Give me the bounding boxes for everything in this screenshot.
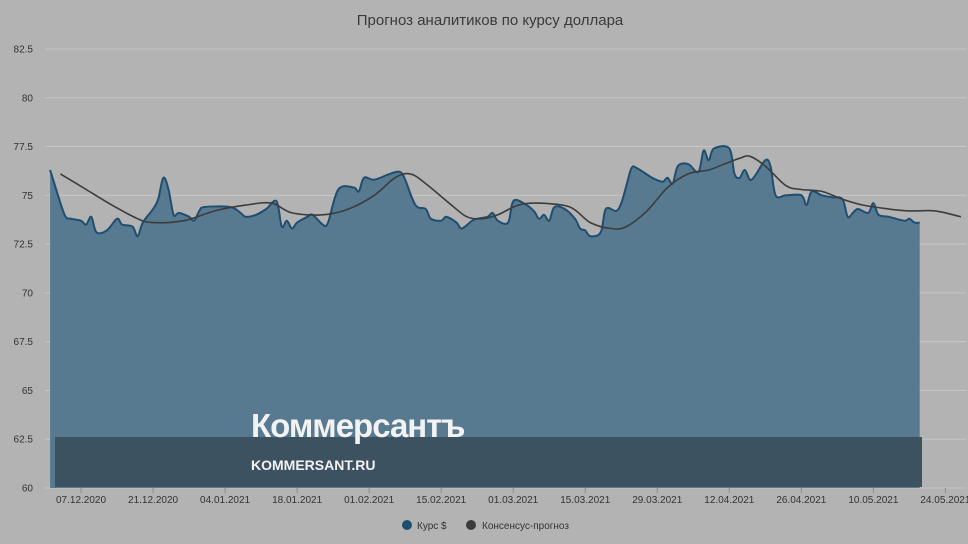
x-tick-label: 21.12.2020 [128, 495, 178, 506]
x-tick-label: 10.05.2021 [848, 495, 898, 506]
y-tick-label: 77.5 [14, 142, 34, 153]
y-tick-label: 80 [22, 93, 34, 104]
series-layer [49, 145, 962, 488]
watermark-brand: Коммерсантъ [251, 407, 464, 444]
legend-marker-consensus [466, 520, 476, 530]
y-tick-label: 70 [22, 288, 34, 299]
x-tick-label: 18.01.2021 [272, 495, 322, 506]
y-tick-label: 62.5 [14, 435, 34, 446]
legend-item-consensus[interactable]: Консенсус-прогноз [466, 520, 569, 532]
watermark: Коммерсантъ KOMMERSANT.RU [55, 407, 922, 487]
y-tick-label: 67.5 [14, 337, 34, 348]
y-tick-label: 82.5 [14, 45, 34, 56]
y-tick-label: 60 [22, 484, 34, 495]
x-tick-label: 12.04.2021 [704, 495, 754, 506]
series-area-rate [50, 146, 920, 488]
y-axis-ticks: 82.5 80 77.5 75 72.5 70 67.5 65 62.5 60 [14, 45, 34, 495]
legend-label-consensus: Консенсус-прогноз [482, 521, 569, 532]
series-line-consensus [59, 155, 962, 230]
y-tick-label: 72.5 [14, 240, 34, 251]
x-tick-label: 15.02.2021 [416, 495, 466, 506]
x-axis-ticks: 07.12.2020 21.12.2020 04.01.2021 18.01.2021… [56, 488, 968, 506]
x-tick-label: 29.03.2021 [632, 495, 682, 506]
watermark-band [55, 437, 922, 487]
series-line-rate [49, 145, 920, 238]
legend-item-rate[interactable]: Курс $ [402, 520, 447, 532]
x-tick-label: 01.03.2021 [488, 495, 538, 506]
x-tick-label: 26.04.2021 [776, 495, 826, 506]
x-tick-label: 15.03.2021 [560, 495, 610, 506]
x-tick-label: 24.05.2021 [920, 495, 968, 506]
x-tick-label: 04.01.2021 [200, 495, 250, 506]
x-tick-label: 07.12.2020 [56, 495, 106, 506]
legend: Курс $ Консенсус-прогноз [402, 520, 569, 532]
legend-marker-rate [402, 520, 412, 530]
watermark-url: KOMMERSANT.RU [251, 457, 375, 473]
x-tick-label: 01.02.2021 [344, 495, 394, 506]
y-tick-label: 65 [22, 386, 34, 397]
chart-title: Прогноз аналитиков по курсу доллара [357, 12, 624, 29]
y-tick-label: 75 [22, 191, 34, 202]
legend-label-rate: Курс $ [417, 521, 447, 532]
